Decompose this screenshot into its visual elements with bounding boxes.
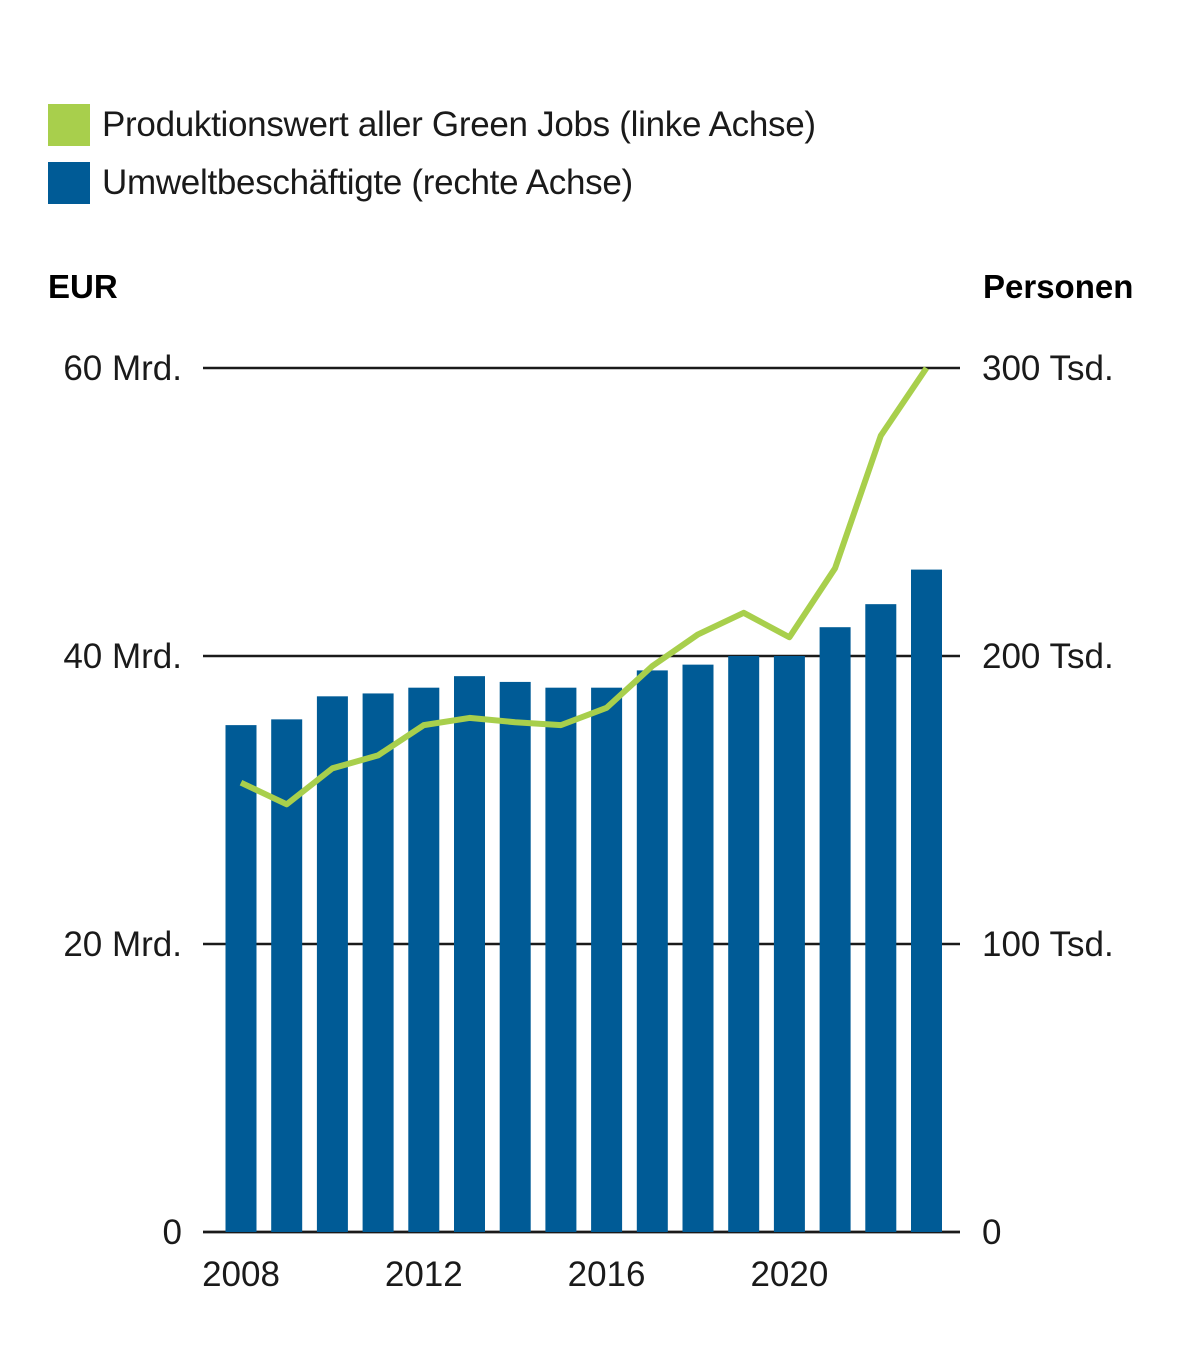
x-tick-label: 2016	[568, 1255, 646, 1294]
left-axis-title: EUR	[48, 268, 118, 305]
bar	[591, 687, 623, 1232]
legend-label-line: Produktionswert aller Green Jobs (linke …	[102, 105, 816, 144]
bar	[773, 656, 805, 1232]
line-series	[239, 366, 929, 808]
bar	[819, 627, 851, 1232]
left-tick-label: 40 Mrd.	[63, 637, 182, 676]
bar-series	[225, 569, 942, 1232]
x-tick-label: 2012	[385, 1255, 463, 1294]
left-axis-ticks: 0 20 Mrd. 40 Mrd. 60 Mrd.	[63, 349, 182, 1252]
bar	[545, 687, 577, 1232]
bar	[454, 676, 485, 1232]
bar	[636, 670, 668, 1232]
bar	[865, 604, 897, 1232]
right-axis-title: Personen	[983, 268, 1133, 305]
bar	[499, 681, 531, 1232]
line-path	[239, 366, 929, 808]
bar	[408, 687, 440, 1232]
bar	[728, 656, 760, 1232]
right-tick-label: 200 Tsd.	[982, 637, 1114, 676]
bar	[362, 693, 394, 1232]
bar	[225, 725, 257, 1232]
x-axis-ticks: 2008 2012 2016 2020	[202, 1255, 828, 1294]
legend-item-bar: Umweltbeschäftigte (rechte Achse)	[48, 154, 816, 212]
bar	[682, 664, 714, 1232]
legend-swatch-line	[48, 104, 90, 146]
legend-swatch-bar	[48, 162, 90, 204]
left-tick-label: 20 Mrd.	[63, 925, 182, 964]
right-tick-label: 0	[982, 1213, 1001, 1252]
right-axis-ticks: 0 100 Tsd. 200 Tsd. 300 Tsd.	[982, 349, 1114, 1252]
left-tick-label: 0	[163, 1213, 182, 1252]
bar	[316, 696, 348, 1232]
right-tick-label: 300 Tsd.	[982, 349, 1114, 388]
legend-item-line: Produktionswert aller Green Jobs (linke …	[48, 96, 816, 154]
x-tick-label: 2008	[202, 1255, 280, 1294]
left-tick-label: 60 Mrd.	[63, 349, 182, 388]
legend-label-bar: Umweltbeschäftigte (rechte Achse)	[102, 163, 633, 202]
legend: Produktionswert aller Green Jobs (linke …	[48, 96, 816, 212]
bar	[911, 569, 942, 1232]
x-tick-label: 2020	[750, 1255, 828, 1294]
right-tick-label: 100 Tsd.	[982, 925, 1114, 964]
